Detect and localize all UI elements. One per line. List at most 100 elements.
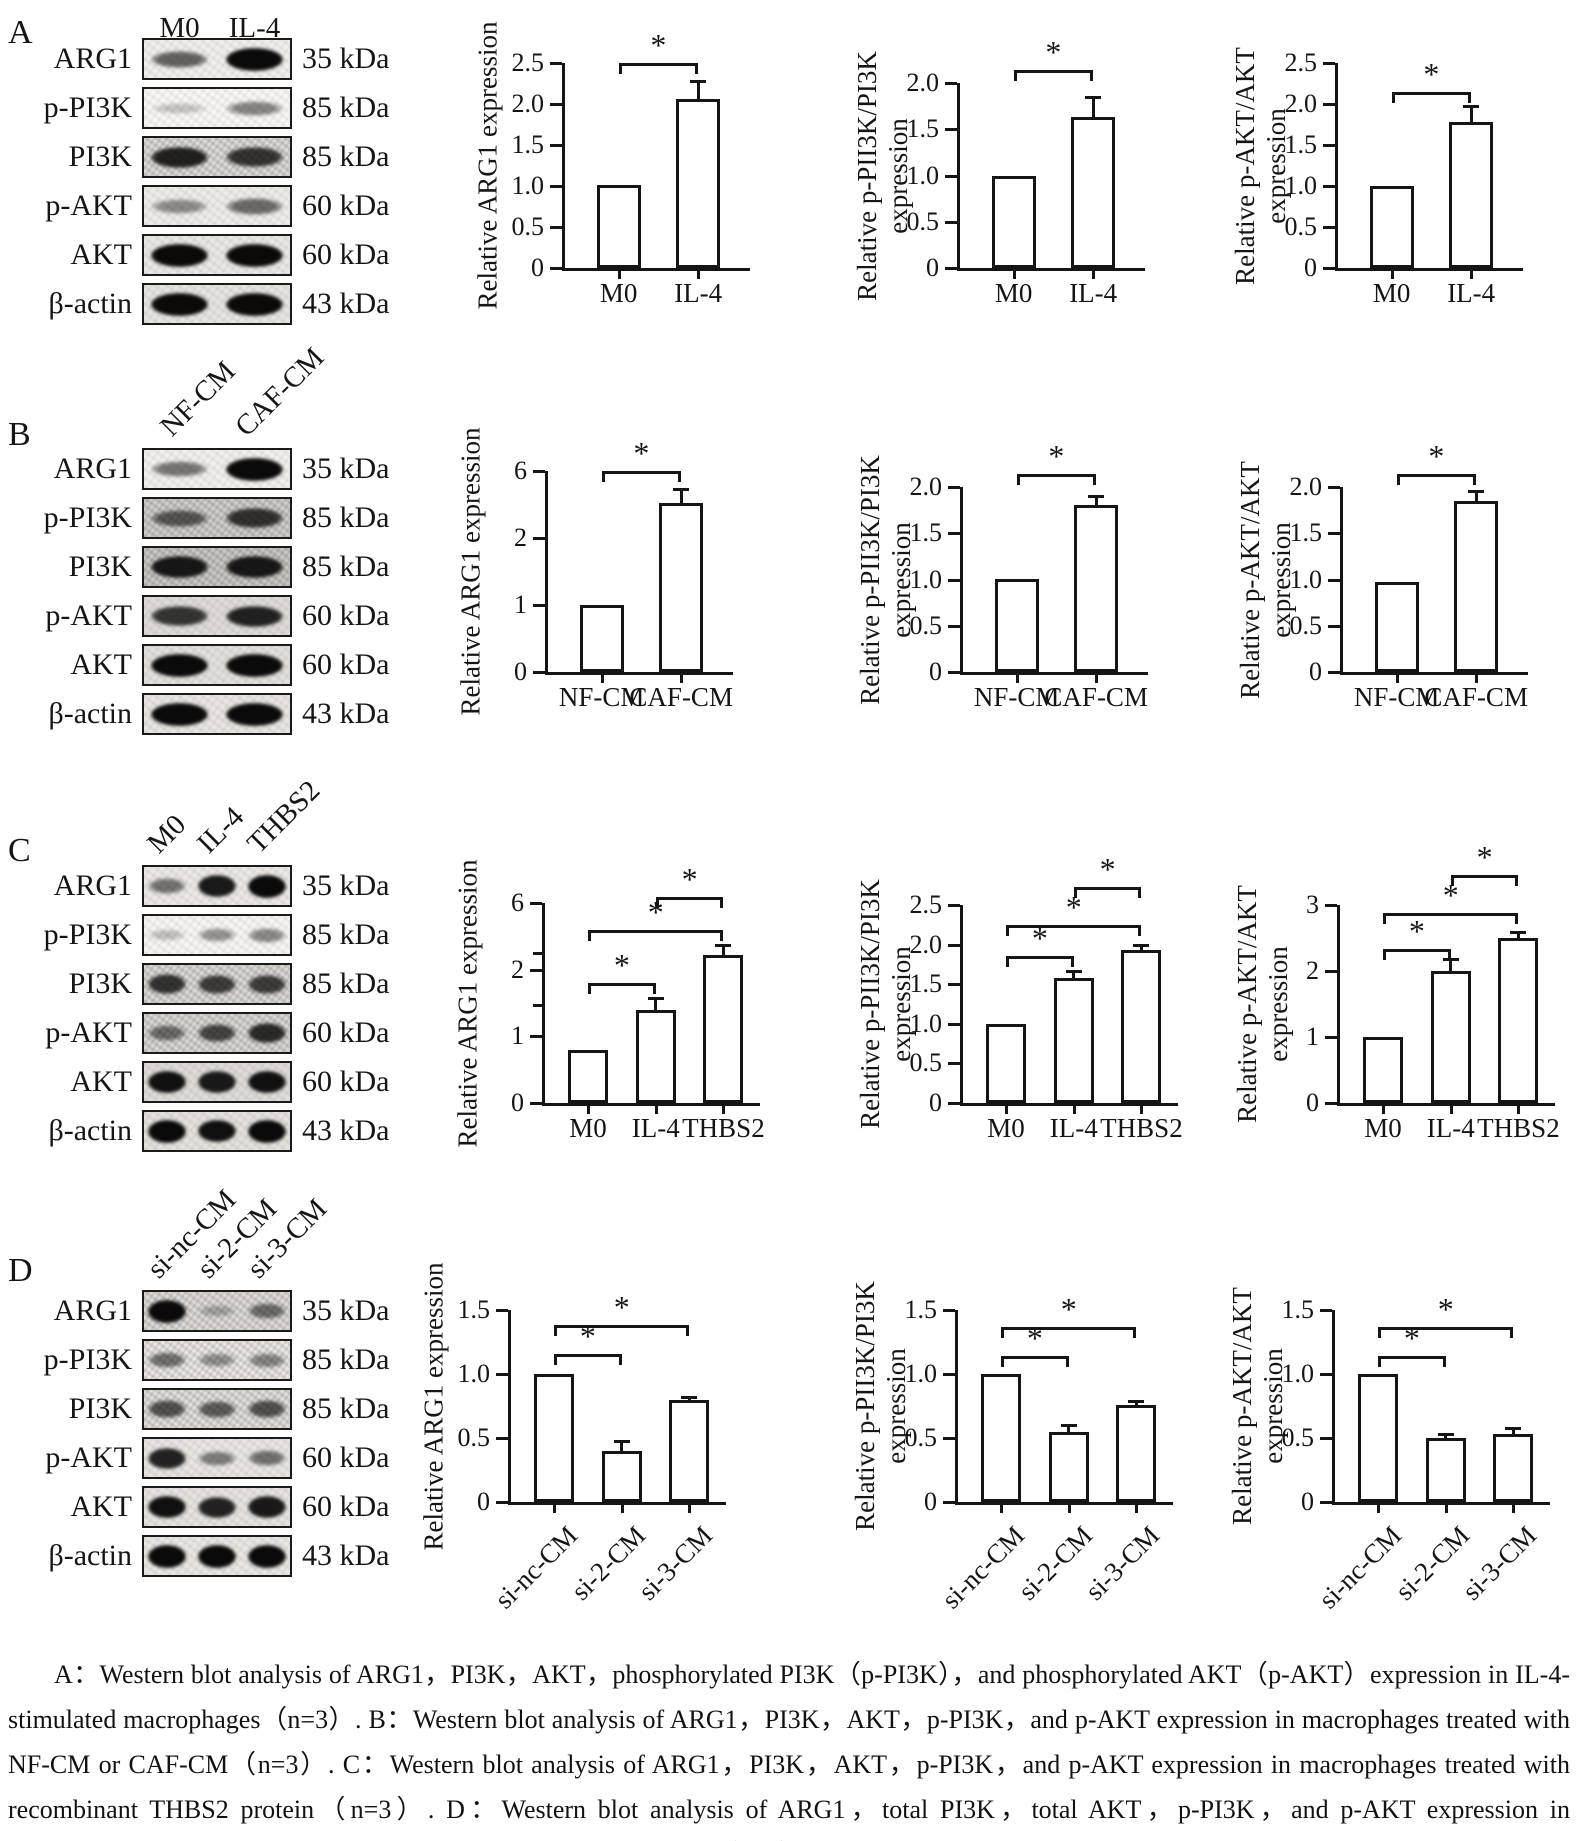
protein-band xyxy=(148,1299,186,1323)
bar-si-2-CM xyxy=(1048,1431,1089,1502)
bar-CAF-CM xyxy=(1454,500,1499,672)
error-bar-cap xyxy=(613,1439,630,1443)
y-tick-label: 1.0 xyxy=(1289,564,1323,594)
y-tick xyxy=(945,220,957,224)
y-tick-label: 0.5 xyxy=(1284,212,1318,241)
y-tick xyxy=(1323,62,1335,65)
y-tick-label: 2.0 xyxy=(511,89,545,118)
x-tick xyxy=(1390,271,1394,279)
protein-band xyxy=(198,1400,236,1418)
y-tick xyxy=(530,1035,542,1039)
significance-bracket xyxy=(1006,924,1142,936)
y-tick-label: 6 xyxy=(511,888,524,917)
protein-band xyxy=(148,1447,186,1469)
error-bar xyxy=(1469,105,1473,125)
blot-protein-label: PI3K xyxy=(68,550,132,583)
y-minor-tick xyxy=(533,952,542,955)
blot-kda-label: 85 kDa xyxy=(302,1392,390,1425)
y-tick xyxy=(948,624,960,628)
y-tick-label: 0.5 xyxy=(511,212,545,241)
blot-kda-label: 60 kDa xyxy=(302,189,390,222)
significance-bracket xyxy=(1006,956,1074,968)
y-tick xyxy=(550,103,562,106)
y-tick xyxy=(530,902,542,905)
blot-protein-label: β-actin xyxy=(48,1114,132,1147)
protein-band xyxy=(226,147,283,167)
x-tick xyxy=(1015,675,1019,683)
blot-protein-label: AKT xyxy=(70,1065,132,1098)
plot-area: 0 0.5 1.0 1.5 si-nc-CM si-2-CM si-3-CM * * xyxy=(905,1291,1173,1614)
x-category-label: IL-4 xyxy=(1426,1113,1475,1143)
blot-lane-image xyxy=(142,914,292,956)
blot-protein-label: PI3K xyxy=(68,140,132,173)
significance-bracket xyxy=(588,983,656,994)
error-bar-cap xyxy=(1133,944,1150,948)
protein-band xyxy=(226,653,283,677)
x-tick xyxy=(553,1505,556,1513)
error-bar-cap xyxy=(1437,1433,1454,1437)
protein-band xyxy=(198,1071,236,1093)
y-tick xyxy=(945,82,957,85)
protein-band xyxy=(248,1400,286,1418)
y-tick-label: 2 xyxy=(511,954,524,984)
significance-bracket xyxy=(1013,70,1094,82)
blot-kda-label: 35 kDa xyxy=(302,869,390,902)
plot-area: 0 0.5 1.0 1.5 2.0 M0 IL-4 * xyxy=(907,34,1145,308)
y-tick-label: 0 xyxy=(514,657,527,686)
figure-caption: A：Western blot analysis of ARG1，PI3K，AKT… xyxy=(8,1660,1570,1841)
x-category-label: M0 xyxy=(599,278,638,308)
y-tick-label: 2 xyxy=(1306,956,1319,985)
x-category-label: IL-4 xyxy=(1049,1113,1098,1143)
y-tick xyxy=(530,1102,542,1105)
y-axis-label: Relative ARG1 expression xyxy=(400,859,535,1147)
plot-area: 0 1 2 6 NF-CM CAF-CM * xyxy=(514,435,733,712)
bar-chart: Relative p-PII3K/PI3K expression 0 0.5 1.0 1.… xyxy=(807,11,1182,328)
x-category-label: NF-CM xyxy=(973,682,1060,712)
y-tick-label: 1.0 xyxy=(1281,1359,1315,1388)
significance-bracket xyxy=(1378,1327,1514,1339)
bar-chart: Relative p-PII3K/PI3K expression 0 0.5 1.0 1.… xyxy=(805,1238,1210,1672)
x-tick xyxy=(1005,1106,1008,1114)
protein-band xyxy=(248,1071,286,1093)
bar-si-3-CM xyxy=(669,1399,710,1502)
bar-chart: Relative p-AKT/AKT expression 0 1 2 3 M0 IL-4 TH… xyxy=(1187,833,1580,1163)
panel-letter-D: D xyxy=(8,1252,33,1289)
blot-lane-image xyxy=(142,1012,292,1054)
y-tick xyxy=(530,968,542,972)
blot-kda-label: 60 kDa xyxy=(302,648,390,681)
bar-IL-4 xyxy=(1053,977,1094,1103)
y-tick xyxy=(1325,1102,1337,1105)
protein-band xyxy=(148,929,186,941)
blot-protein-label: p-AKT xyxy=(45,1016,132,1049)
bar-M0 xyxy=(986,1023,1026,1103)
y-tick-label: 1.5 xyxy=(906,114,940,144)
protein-band xyxy=(226,457,283,481)
y-tick xyxy=(948,983,960,987)
plot-area: 0 1 2 3 M0 IL-4 THBS2 * * * xyxy=(1306,839,1560,1143)
y-tick xyxy=(1323,144,1335,147)
bar-chart: Relative p-AKT/AKT expression 0 0.5 1.0 1.5 si… xyxy=(1182,1238,1580,1672)
blot-lane-image xyxy=(142,1290,292,1332)
y-tick xyxy=(1328,578,1340,582)
blot-protein-label: p-AKT xyxy=(45,1441,132,1474)
panel-letter-B: B xyxy=(8,416,31,453)
plot-area: 0 1 2 6 M0 IL-4 THBS2 * * * xyxy=(511,861,765,1143)
y-tick xyxy=(1323,226,1335,229)
x-category-label: M0 xyxy=(1364,1113,1402,1143)
protein-band xyxy=(226,100,283,116)
blot-protein-label: p-PI3K xyxy=(43,918,132,951)
blot-lane-image xyxy=(142,1061,292,1103)
panel-letter-A: A xyxy=(8,14,33,51)
blot-lane-image xyxy=(142,546,292,588)
error-bar xyxy=(687,1397,691,1402)
bar-M0 xyxy=(991,175,1036,268)
significance-star: * xyxy=(1048,438,1065,475)
blot-kda-label: 85 kDa xyxy=(302,501,390,534)
bar-CAF-CM xyxy=(659,502,704,672)
significance-bracket xyxy=(1001,1327,1137,1339)
blot-kda-label: 60 kDa xyxy=(302,238,390,271)
y-tick-label: 1.5 xyxy=(904,1295,938,1324)
bar-NF-CM xyxy=(994,578,1039,672)
error-bar-cap xyxy=(715,943,732,947)
